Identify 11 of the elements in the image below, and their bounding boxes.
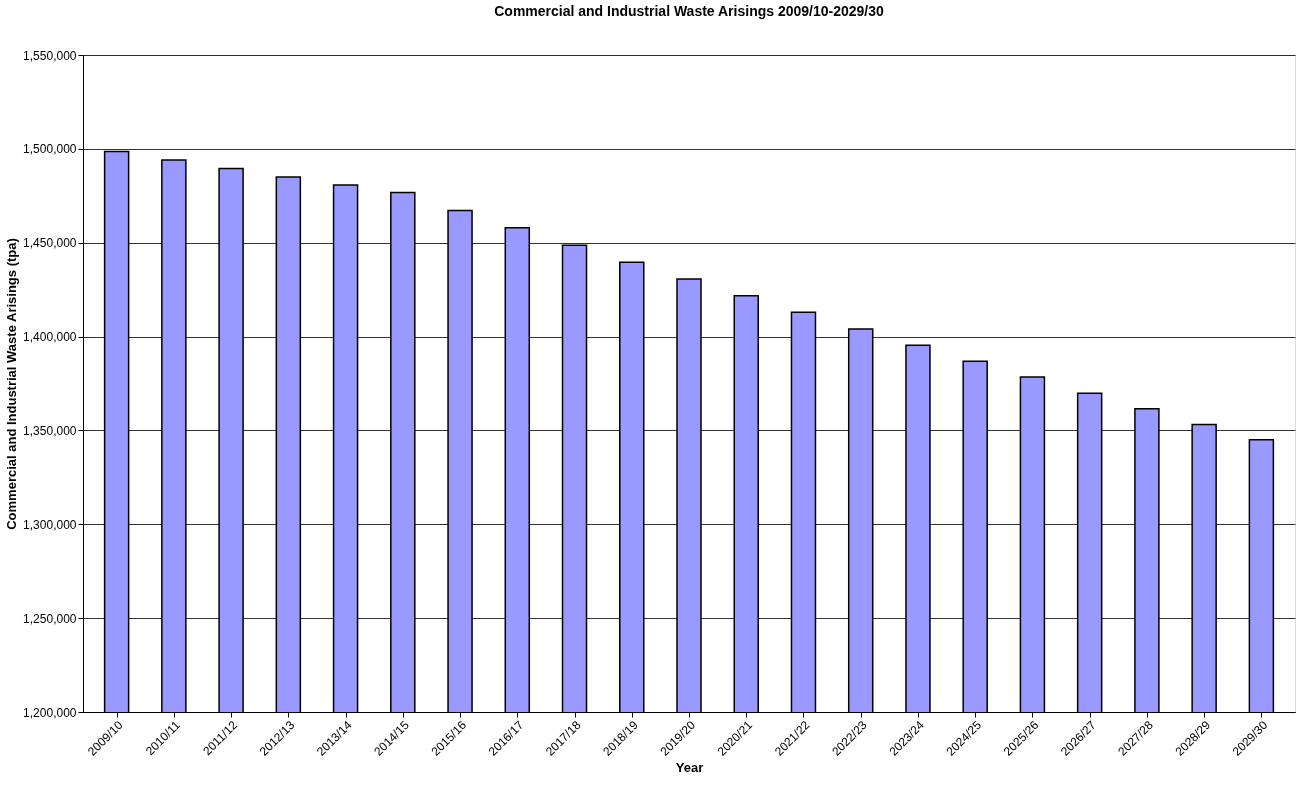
y-tick-label: 1,200,000 — [23, 705, 77, 720]
y-axis-title: Commercial and Industrial Waste Arisings (tpa) — [4, 238, 20, 530]
y-tick-label: 1,450,000 — [23, 236, 77, 251]
y-tick-label: 1,250,000 — [23, 611, 77, 626]
y-tick-label: 1,300,000 — [23, 517, 77, 532]
y-tick-label: 1,350,000 — [23, 423, 77, 438]
y-tick-label: 1,400,000 — [23, 330, 77, 345]
chart-title: Commercial and Industrial Waste Arisings 2009/10-2029/30 — [494, 3, 884, 19]
y-tick-label: 1,500,000 — [23, 142, 77, 157]
x-axis-title: Year — [675, 759, 704, 775]
y-tick-label: 1,550,000 — [23, 48, 77, 63]
